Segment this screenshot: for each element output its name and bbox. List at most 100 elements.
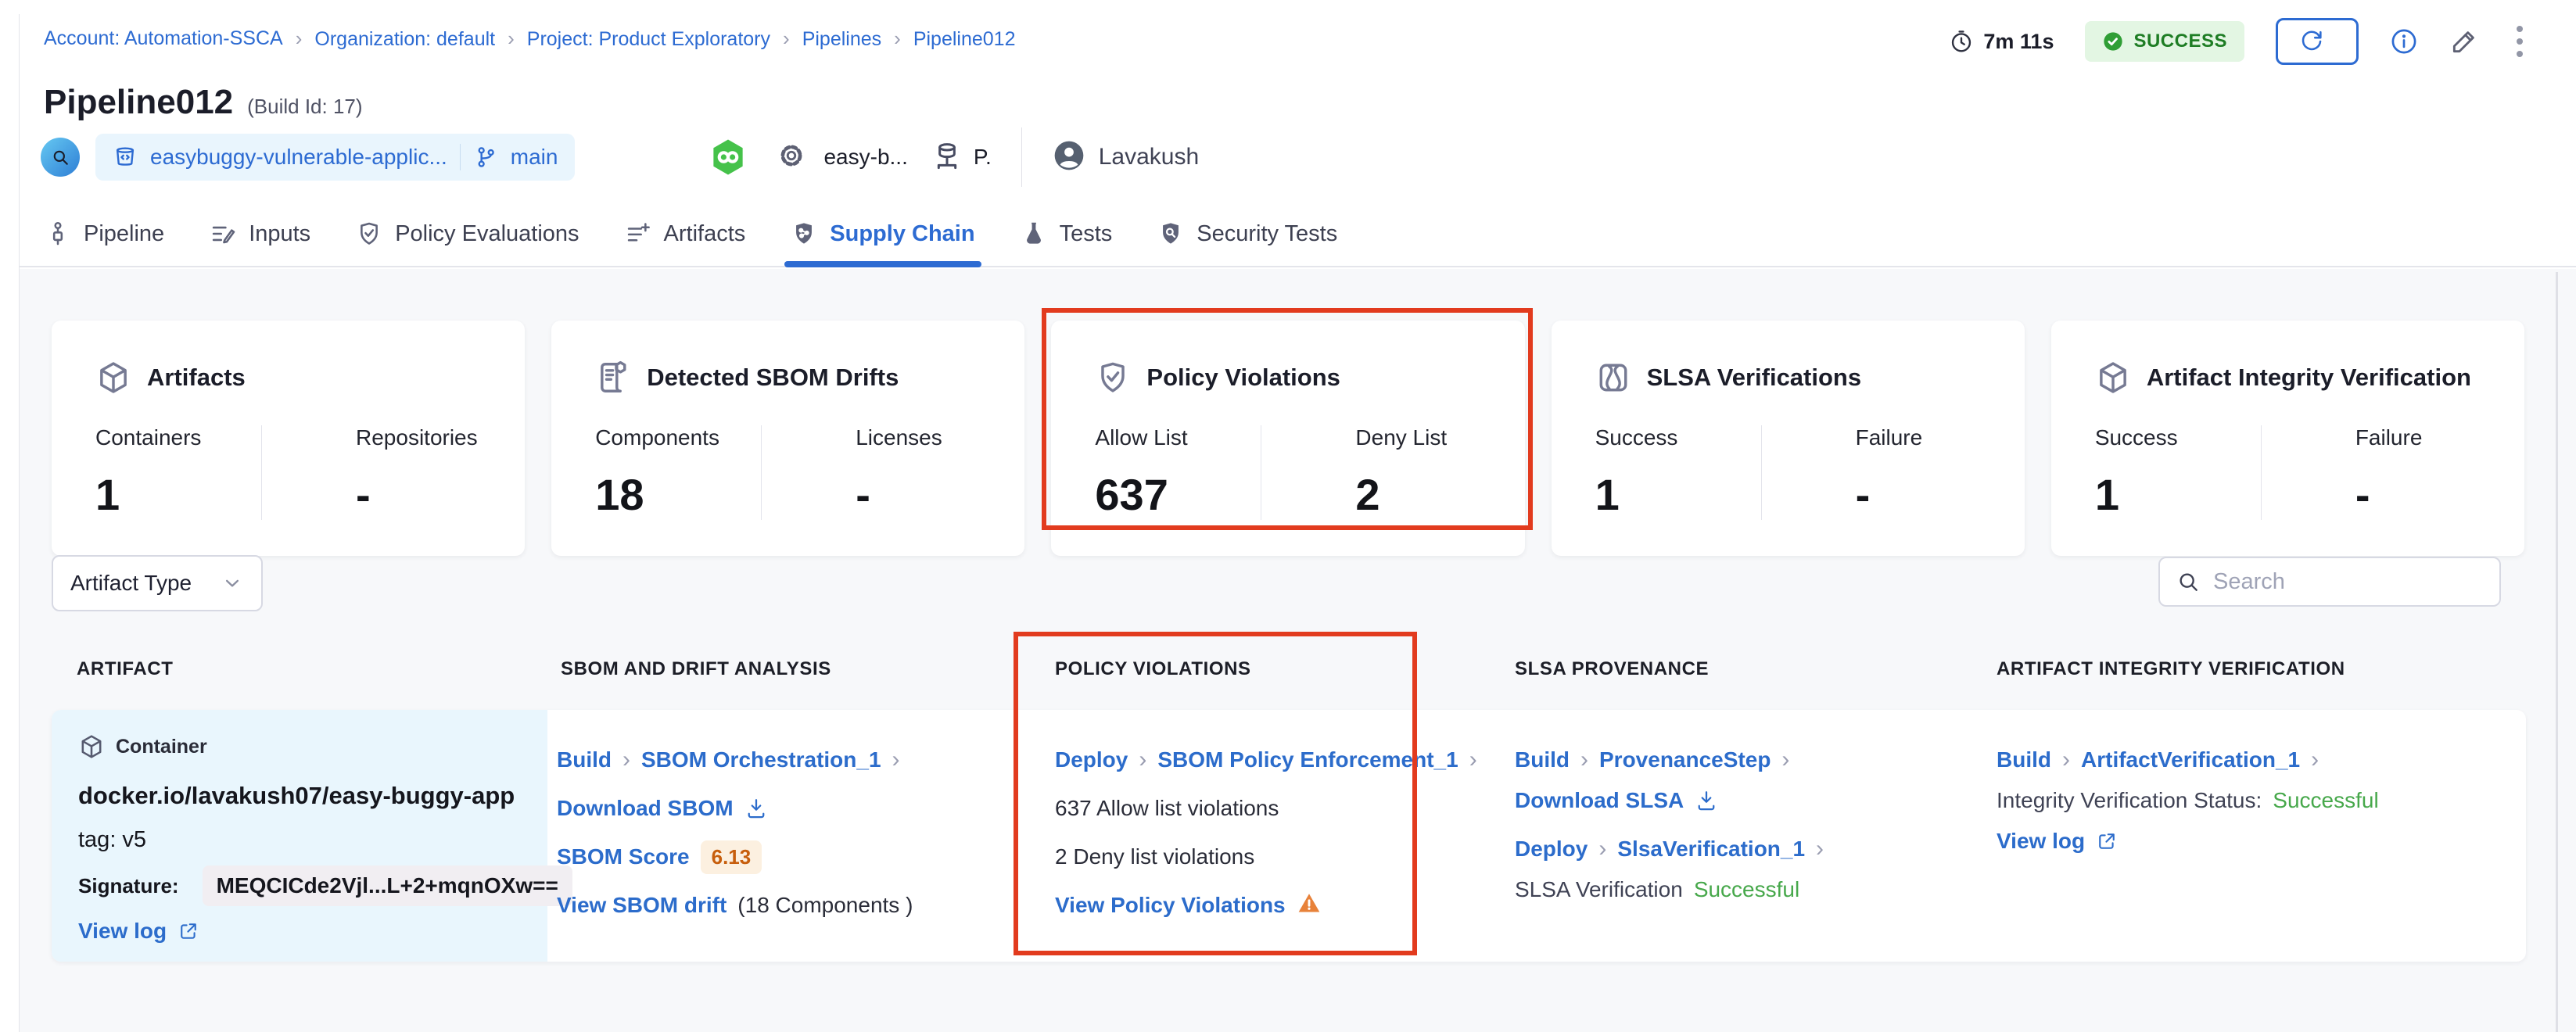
tab-policy-evaluations[interactable]: Policy Evaluations — [356, 202, 579, 266]
pipeline-icon — [52, 221, 63, 245]
stage-link[interactable]: Deploy — [1515, 837, 1588, 861]
card-artifact-integrity: Artifact Integrity Verification Success 1… — [2050, 321, 2525, 556]
stat-label: Containers — [95, 425, 202, 450]
stat-label: Failure — [1855, 425, 1923, 450]
pill-divider — [459, 144, 461, 170]
stat-value: - — [1855, 470, 1871, 519]
chevron-down-icon — [226, 579, 239, 587]
download-icon — [744, 797, 768, 820]
view-log-link[interactable]: View log — [78, 919, 167, 943]
shield-check-icon — [361, 222, 379, 245]
info-icon[interactable] — [2390, 27, 2418, 56]
download-slsa-link[interactable]: Download SLSA — [1515, 788, 1684, 812]
rerun-pipeline-button[interactable] — [2276, 18, 2359, 65]
breadcrumb-pipeline012[interactable]: Pipeline012 — [881, 27, 1016, 51]
more-options-menu[interactable] — [2510, 23, 2529, 60]
breadcrumb-organization[interactable]: Organization: default — [283, 27, 495, 51]
execution-meta-row: easybuggy-vulnerable-applic... main easy… — [41, 127, 1199, 187]
cube-icon — [100, 362, 127, 393]
stage-link[interactable]: Build — [1997, 747, 2051, 772]
card-artifacts: Artifacts Containers 1 Repositories - — [52, 321, 526, 556]
external-link-icon — [2096, 830, 2118, 852]
repository-branch-pill[interactable]: easybuggy-vulnerable-applic... main — [95, 134, 576, 181]
supply-chain-content: Artifacts Containers 1 Repositories - Dete… — [20, 269, 2576, 1032]
view-policy-violations-row: View Policy Violations — [1055, 891, 1477, 919]
column-policy-violations: POLICY VIOLATIONS — [1055, 658, 1251, 679]
sbom-step-breadcrumb: Build SBOM Orchestration_1 — [557, 746, 913, 774]
card-policy-violations: Policy Violations Allow List 637 Deny Lis… — [1051, 321, 1525, 556]
tab-security-tests[interactable]: Security Tests — [1157, 202, 1337, 266]
stat-label: Success — [2094, 425, 2178, 450]
table-header: ARTIFACT SBOM AND DRIFT ANALYSIS POLICY … — [52, 658, 2526, 690]
stat-label: Success — [1595, 425, 1678, 450]
status-label: SLSA Verification — [1515, 877, 1683, 901]
card-sbom-drifts: Detected SBOM Drifts Components 18 Licens… — [551, 321, 1025, 556]
breadcrumb-project[interactable]: Project: Product Exploratory — [495, 27, 770, 51]
artifact-type-dropdown[interactable]: Artifact Type — [52, 555, 263, 611]
step-link[interactable]: SBOM Orchestration_1 — [641, 747, 881, 772]
stage-link[interactable]: Build — [557, 747, 612, 772]
shield-search-icon — [1163, 223, 1179, 244]
tab-supply-chain[interactable]: Supply Chain — [784, 202, 981, 267]
repository-name: easybuggy-vulnerable-applic... — [150, 145, 447, 169]
tab-tests[interactable]: Tests — [1021, 202, 1112, 266]
sbom-drift-note: (18 Components ) — [737, 893, 913, 917]
search-input[interactable] — [2213, 568, 2484, 595]
download-icon — [1695, 789, 1718, 812]
artifact-type-label: Container — [116, 735, 207, 758]
card-title: Detected SBOM Drifts — [647, 364, 899, 391]
artifact-name: docker.io/lavakush07/easy-buggy-app — [78, 782, 515, 809]
warning-icon — [1297, 890, 1322, 921]
slsa-step1-breadcrumb: Build ProvenanceStep — [1515, 746, 1824, 774]
artifact-type-row: Container — [78, 733, 524, 760]
branch-name: main — [510, 145, 558, 169]
tab-bar: Pipeline Inputs Policy Evaluations Artif… — [20, 202, 2576, 267]
check-circle-icon — [2104, 32, 2123, 51]
step-link[interactable]: SBOM Policy Enforcement_1 — [1157, 747, 1458, 772]
trigger-name: easy-b... — [823, 145, 908, 169]
tab-pipeline[interactable]: Pipeline — [45, 202, 164, 266]
view-log-link[interactable]: View log — [1997, 829, 2086, 853]
stage-link[interactable]: Build — [1515, 747, 1570, 772]
allow-list-violations: 637 Allow list violations — [1055, 796, 1279, 820]
breadcrumb-account[interactable]: Account: Automation-SSCA — [44, 27, 283, 49]
breadcrumb-pipelines[interactable]: Pipelines — [770, 27, 881, 51]
slsa-provenance-cell: Build ProvenanceStep Download SLSA Deplo… — [1515, 746, 1824, 916]
card-title: Policy Violations — [1146, 364, 1340, 391]
stat-label: Allow List — [1095, 425, 1188, 450]
column-artifact: ARTIFACT — [77, 658, 174, 679]
external-link-icon — [178, 920, 199, 942]
status-text: SUCCESS — [2133, 30, 2227, 52]
status-label: Integrity Verification Status: — [1997, 788, 2262, 812]
sbom-score-row: SBOM Score 6.13 — [557, 840, 913, 874]
stat-value: 2 — [1355, 470, 1380, 519]
view-policy-violations-link[interactable]: View Policy Violations — [1055, 893, 1286, 917]
stat-label: Deny List — [1355, 425, 1448, 450]
card-title: SLSA Verifications — [1646, 364, 1862, 391]
clock-icon — [1952, 30, 1971, 52]
stage-link[interactable]: Deploy — [1055, 747, 1128, 772]
scrollbar-track[interactable] — [2556, 272, 2558, 1032]
tab-inputs[interactable]: Inputs — [210, 202, 310, 266]
slsa-verification-status: SLSA Verification Successful — [1515, 876, 1824, 904]
step-link[interactable]: ArtifactVerification_1 — [2081, 747, 2301, 772]
content-left-border — [19, 14, 20, 1032]
view-sbom-drift-link[interactable]: View SBOM drift — [557, 893, 727, 917]
policy-step-breadcrumb: Deploy SBOM Policy Enforcement_1 — [1055, 746, 1477, 774]
user-avatar — [1052, 138, 1086, 177]
meta-divider — [1021, 127, 1022, 187]
tab-artifacts[interactable]: Artifacts — [625, 202, 745, 266]
trigger-source-icon — [931, 140, 963, 175]
step-link[interactable]: SlsaVerification_1 — [1617, 837, 1806, 861]
execution-source-icon — [41, 138, 80, 177]
edit-pipeline-icon[interactable] — [2449, 27, 2479, 56]
artifacts-list-icon — [627, 223, 650, 242]
column-slsa-provenance: SLSA PROVENANCE — [1515, 658, 1710, 679]
sbom-score-badge: 6.13 — [700, 840, 762, 874]
step-link[interactable]: ProvenanceStep — [1599, 747, 1771, 772]
sbom-score-link[interactable]: SBOM Score — [557, 844, 690, 869]
integrity-status-row: Integrity Verification Status: Successfu… — [1997, 787, 2379, 815]
download-sbom-link[interactable]: Download SBOM — [557, 796, 734, 820]
status-badge: SUCCESS — [2085, 21, 2244, 62]
